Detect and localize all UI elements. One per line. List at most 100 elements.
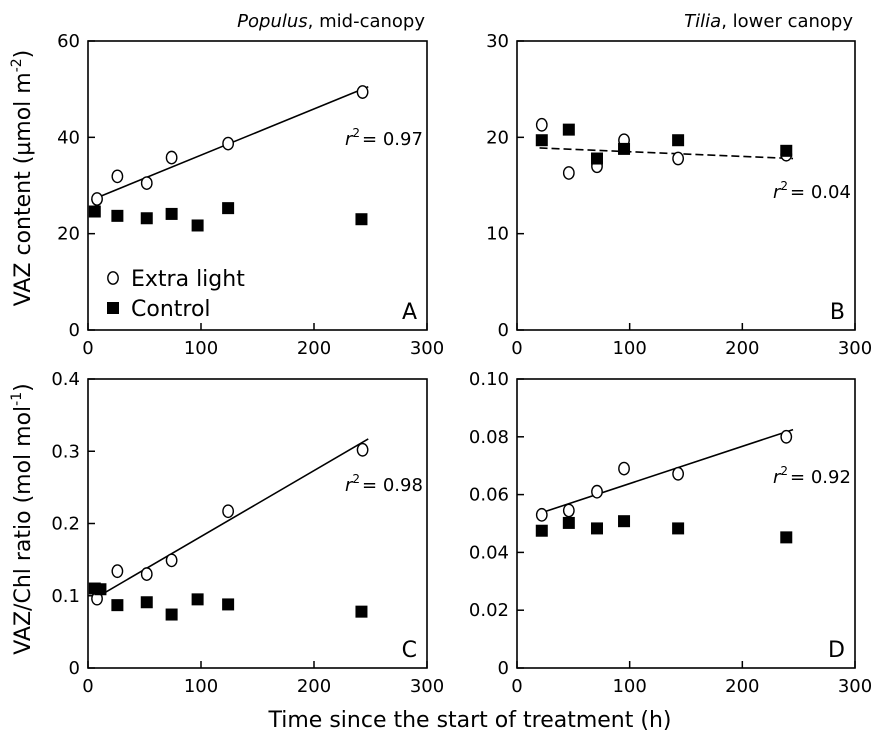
data-point-extra-light [222, 504, 235, 519]
x-tick-label: 0 [82, 338, 93, 359]
data-point-control [535, 134, 548, 147]
y-tick-label: 0.10 [469, 369, 509, 390]
y-tick-label: 0.2 [51, 514, 80, 535]
x-tick-label: 300 [410, 676, 444, 697]
data-point-control [355, 213, 368, 226]
data-point-control [140, 596, 153, 609]
x-axis-title: Time since the start of treatment (h) [268, 708, 672, 733]
series-extra-light [91, 442, 369, 606]
data-point-extra-light [780, 429, 793, 444]
data-point-control [590, 152, 603, 165]
y-tick-label: 0.3 [51, 441, 80, 462]
x-tick-label: 200 [297, 338, 331, 359]
x-tick-label: 0 [511, 676, 522, 697]
data-point-control [618, 515, 631, 528]
r-squared-label: r2 = 0.97 [345, 126, 423, 150]
data-point-extra-light [535, 117, 548, 132]
y-tick-label: 0 [498, 320, 509, 341]
x-tick-label: 200 [725, 338, 759, 359]
data-point-control [535, 524, 548, 537]
r-squared-label: r2 = 0.04 [773, 179, 851, 203]
data-point-control [165, 608, 178, 621]
data-point-control [355, 605, 368, 618]
data-point-control [88, 205, 101, 218]
y-tick-label: 0.08 [469, 427, 509, 448]
x-tick-label: 100 [184, 338, 218, 359]
series-extra-light [535, 117, 793, 180]
y-tick-label: 20 [57, 224, 80, 245]
data-point-control [94, 583, 107, 596]
data-point-control [222, 598, 235, 611]
y-axis-title-top: VAZ content (µmol m-2) [9, 50, 36, 307]
y-tick-label: 10 [486, 224, 509, 245]
data-point-extra-light [591, 484, 603, 499]
data-point-control [590, 522, 603, 535]
regression-line [539, 428, 794, 515]
data-point-extra-light [356, 85, 369, 99]
data-point-extra-light [672, 151, 685, 166]
x-tick-label: 100 [612, 338, 646, 359]
data-point-extra-light [111, 564, 124, 579]
data-point-control [165, 207, 178, 220]
legend-marker-extra-light [107, 271, 119, 285]
x-tick-label: 200 [725, 676, 759, 697]
legend-marker-control [107, 302, 119, 314]
data-point-extra-light [535, 507, 548, 522]
x-tick-label: 0 [511, 338, 522, 359]
x-tick-label: 300 [838, 338, 872, 359]
data-point-extra-light [165, 150, 178, 165]
data-point-control [222, 202, 235, 215]
y-tick-label: 0.06 [469, 485, 509, 506]
data-point-control [780, 531, 793, 544]
x-tick-label: 200 [297, 676, 331, 697]
series-control [535, 123, 793, 165]
series-control [88, 582, 368, 621]
y-tick-label: 0 [69, 320, 80, 341]
legend-label-control: Control [131, 297, 211, 322]
data-point-control [562, 123, 575, 136]
panel-b: 0 100 200 300 0 10 20 30 Tilia, lower canopy Br2 =… [486, 11, 872, 359]
panel-title: Tilia, lower canopy [684, 11, 853, 32]
plot-frame [87, 378, 428, 669]
y-tick-label: 30 [486, 31, 509, 52]
panel-letter: A [402, 300, 417, 325]
plot-frame [516, 378, 856, 669]
series-extra-light [535, 429, 793, 522]
data-point-extra-light [140, 176, 153, 190]
panel-a: 0 100 200 300 0 20 40 60 Populus, mid-canopy Ar2 =… [57, 11, 444, 359]
x-tick-label: 100 [612, 676, 646, 697]
data-point-control [618, 142, 631, 155]
data-point-extra-light [356, 442, 369, 457]
regression-line [539, 147, 794, 160]
panel-letter: B [830, 300, 845, 325]
plot-frame [516, 40, 856, 331]
series-control [88, 202, 368, 232]
y-tick-label: 0 [498, 658, 509, 679]
data-point-extra-light [111, 169, 124, 184]
data-point-control [780, 144, 793, 157]
data-point-control [191, 219, 204, 232]
y-axis-title-bottom: VAZ/Chl ratio (mol mol-1) [9, 383, 36, 654]
panel-c: 0 100 200 300 0 0.1 0.2 0.3 0.4 Cr2 = 0.98 [51, 369, 444, 697]
data-point-extra-light [562, 166, 575, 180]
data-point-control [672, 522, 685, 535]
r-squared-label: r2 = 0.98 [345, 472, 423, 496]
panel-d: 0 100 200 300 0 0.02 0.04 0.06 0.08 0.10 Dr2 = 0.92 [469, 369, 872, 697]
y-tick-label: 20 [486, 127, 509, 148]
data-point-extra-light [91, 192, 103, 206]
data-point-control [111, 599, 124, 612]
y-tick-label: 0.04 [469, 542, 509, 563]
panel-letter: C [402, 638, 417, 663]
y-tick-label: 0.1 [51, 586, 80, 607]
x-tick-label: 300 [410, 338, 444, 359]
panel-letter: D [828, 638, 845, 663]
y-tick-label: 0 [69, 658, 80, 679]
r-squared-label: r2 = 0.92 [773, 464, 851, 488]
data-point-control [111, 209, 124, 222]
y-tick-label: 0.4 [51, 369, 80, 390]
data-point-control [672, 134, 685, 147]
x-tick-label: 300 [838, 676, 872, 697]
regression-line [96, 438, 369, 598]
x-tick-label: 100 [184, 676, 218, 697]
